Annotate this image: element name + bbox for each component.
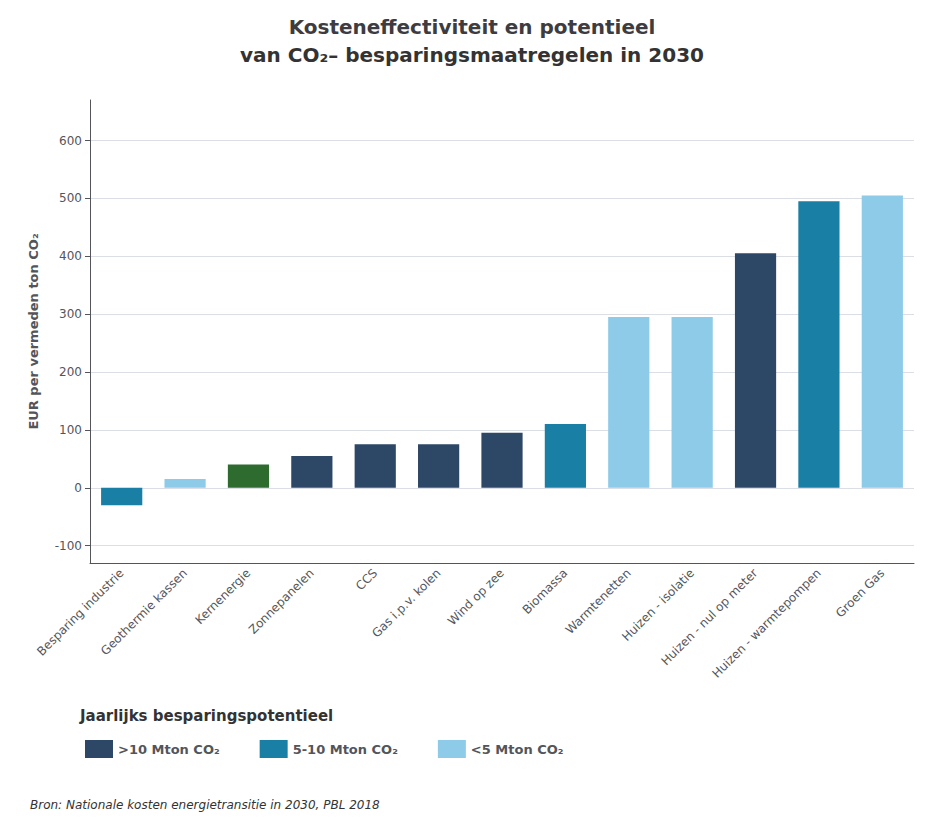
svg-text:<5 Mton CO₂: <5 Mton CO₂ bbox=[471, 742, 564, 757]
svg-text:-100: -100 bbox=[55, 539, 82, 553]
svg-text:5-10 Mton CO₂: 5-10 Mton CO₂ bbox=[293, 742, 398, 757]
svg-text:0: 0 bbox=[74, 481, 82, 495]
svg-text:600: 600 bbox=[59, 134, 82, 148]
svg-text:Kosteneffectiviteit en potenti: Kosteneffectiviteit en potentieel bbox=[289, 15, 656, 39]
svg-text:Wind op zee: Wind op zee bbox=[445, 566, 507, 628]
svg-text:300: 300 bbox=[59, 307, 82, 321]
svg-text:Kernenergie: Kernenergie bbox=[192, 566, 253, 627]
svg-text:Biomassa: Biomassa bbox=[520, 566, 571, 617]
svg-text:500: 500 bbox=[59, 191, 82, 205]
svg-text:Jaarlijks besparingspotentieel: Jaarlijks besparingspotentieel bbox=[79, 707, 333, 725]
svg-text:Warmtenetten: Warmtenetten bbox=[563, 566, 634, 637]
svg-text:Huizen - nul op meter: Huizen - nul op meter bbox=[658, 566, 761, 669]
svg-text:100: 100 bbox=[59, 423, 82, 437]
svg-text:Huizen - warmtepompen: Huizen - warmtepompen bbox=[709, 566, 824, 681]
svg-text:Groen Gas: Groen Gas bbox=[833, 566, 887, 620]
svg-text:Gas i.p.v. kolen: Gas i.p.v. kolen bbox=[369, 566, 443, 640]
svg-text:>10 Mton CO₂: >10 Mton CO₂ bbox=[118, 742, 220, 757]
svg-text:Geothermie kassen: Geothermie kassen bbox=[98, 566, 190, 658]
svg-text:Huizen - isolatie: Huizen - isolatie bbox=[619, 566, 698, 644]
svg-text:EUR per vermeden ton CO₂: EUR per vermeden ton CO₂ bbox=[26, 233, 41, 429]
svg-text:Besparing industrie: Besparing industrie bbox=[34, 566, 127, 659]
svg-text:400: 400 bbox=[59, 249, 82, 263]
svg-text:Bron: Nationale kosten energie: Bron: Nationale kosten energietransitie … bbox=[30, 798, 380, 812]
svg-text:van CO₂– besparingsmaatregelen: van CO₂– besparingsmaatregelen in 2030 bbox=[240, 43, 704, 67]
svg-text:200: 200 bbox=[59, 365, 82, 379]
svg-text:CCS: CCS bbox=[353, 566, 380, 593]
svg-text:Zonnepanelen: Zonnepanelen bbox=[246, 566, 317, 637]
